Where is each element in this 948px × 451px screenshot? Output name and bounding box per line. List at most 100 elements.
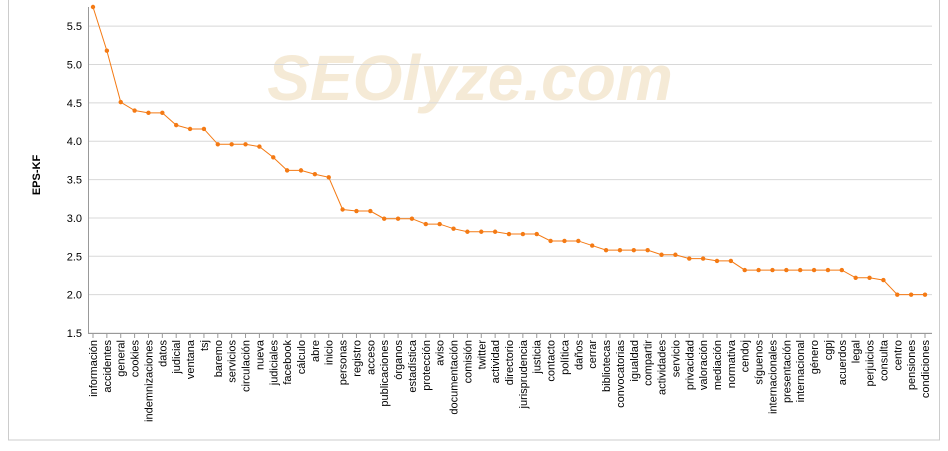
- data-point: [202, 127, 206, 131]
- data-point: [632, 248, 636, 252]
- data-point: [105, 49, 109, 53]
- data-point: [770, 268, 774, 272]
- data-point: [895, 292, 899, 296]
- x-tick-label: estadística: [407, 339, 419, 392]
- x-tick-label: consulta: [878, 339, 890, 381]
- data-point: [229, 142, 233, 146]
- y-tick-label: 4.5: [67, 98, 82, 110]
- x-tick-label: tsj: [199, 340, 211, 351]
- x-tick-label: registro: [351, 340, 363, 377]
- data-point: [243, 142, 247, 146]
- x-tick-label: actividad: [490, 340, 502, 383]
- x-tick-label: datos: [157, 340, 169, 367]
- x-tick-label: cerrar: [587, 340, 599, 369]
- x-tick-label: valoración: [698, 340, 710, 390]
- data-point: [119, 100, 123, 104]
- x-tick-label: general: [116, 340, 128, 377]
- data-point: [340, 207, 344, 211]
- x-tick-label: cálculo: [296, 340, 308, 374]
- x-tick-label: jurisprudencia: [518, 339, 530, 409]
- x-tick-label: internacionales: [767, 340, 779, 414]
- y-tick-label: 4.0: [67, 136, 82, 148]
- data-point: [146, 111, 150, 115]
- x-tick-label: servicio: [670, 340, 682, 377]
- x-tick-label: protección: [421, 340, 433, 391]
- x-tick-label: presentación: [781, 340, 793, 403]
- data-point: [368, 209, 372, 213]
- x-tick-label: internacional: [795, 340, 807, 402]
- data-point: [479, 230, 483, 234]
- data-point: [507, 232, 511, 236]
- x-tick-label: directorio: [504, 340, 516, 385]
- data-point: [590, 243, 594, 247]
- data-point: [451, 226, 455, 230]
- data-point: [853, 276, 857, 280]
- data-point: [271, 155, 275, 159]
- data-point: [493, 230, 497, 234]
- data-point: [437, 222, 441, 226]
- data-point: [812, 268, 816, 272]
- data-point: [784, 268, 788, 272]
- data-point: [576, 239, 580, 243]
- x-tick-label: indemnizaciones: [143, 340, 155, 422]
- data-point: [756, 268, 760, 272]
- data-point: [659, 253, 663, 257]
- data-point: [909, 292, 913, 296]
- x-tick-label: facebook: [282, 340, 294, 385]
- x-tick-label: personas: [338, 340, 350, 386]
- y-axis-label: EPS-KF: [31, 155, 43, 196]
- x-tick-label: síguenos: [754, 340, 766, 385]
- data-point: [923, 292, 927, 296]
- x-tick-label: legal: [851, 340, 863, 363]
- data-point: [798, 268, 802, 272]
- x-tick-label: órganos: [393, 340, 405, 380]
- data-point: [299, 168, 303, 172]
- data-point: [826, 268, 830, 272]
- x-tick-label: pensiones: [906, 340, 918, 391]
- data-point: [465, 230, 469, 234]
- data-point: [91, 5, 95, 9]
- data-point: [562, 239, 566, 243]
- x-tick-label: abre: [310, 340, 322, 362]
- data-point: [410, 217, 414, 221]
- x-tick-label: compartir: [643, 340, 655, 386]
- data-point: [729, 259, 733, 263]
- x-tick-label: justicia: [532, 339, 544, 375]
- x-tick-label: nueva: [254, 339, 266, 370]
- y-tick-label: 3.5: [67, 175, 82, 187]
- y-tick-label: 3.0: [67, 213, 82, 225]
- data-point: [673, 253, 677, 257]
- data-point: [160, 111, 164, 115]
- y-tick-label: 5.0: [67, 60, 82, 72]
- x-tick-label: ventana: [185, 339, 197, 379]
- data-point: [354, 209, 358, 213]
- x-tick-label: cookies: [130, 340, 142, 378]
- x-tick-label: contacto: [546, 340, 558, 382]
- x-tick-label: igualdad: [629, 340, 641, 382]
- x-tick-label: normativa: [726, 339, 738, 388]
- x-tick-label: cendoj: [740, 340, 752, 372]
- x-tick-label: baremo: [213, 340, 225, 377]
- x-tick-label: documentación: [449, 340, 461, 415]
- data-point: [396, 217, 400, 221]
- data-point: [881, 278, 885, 282]
- data-point: [285, 168, 289, 172]
- x-tick-label: perjuicios: [865, 340, 877, 387]
- x-tick-label: mediación: [712, 340, 724, 390]
- x-tick-label: condiciones: [920, 340, 932, 399]
- data-point: [645, 248, 649, 252]
- x-tick-label: información: [88, 340, 100, 397]
- x-tick-label: privacidad: [684, 340, 696, 390]
- x-tick-label: judicial: [171, 340, 183, 375]
- x-tick-label: acuerdos: [837, 340, 849, 386]
- data-point: [743, 268, 747, 272]
- x-tick-label: inicio: [324, 340, 336, 365]
- x-tick-label: comisión: [462, 340, 474, 383]
- data-point: [604, 248, 608, 252]
- x-tick-label: publicaciones: [379, 340, 391, 407]
- chart: SEOlyze.com EPS-KF 1.52.02.53.03.54.04.5…: [0, 0, 948, 451]
- y-tick-label: 2.0: [67, 290, 82, 302]
- x-tick-label: servicios: [227, 340, 239, 383]
- x-tick-label: aviso: [435, 340, 447, 366]
- data-point: [216, 142, 220, 146]
